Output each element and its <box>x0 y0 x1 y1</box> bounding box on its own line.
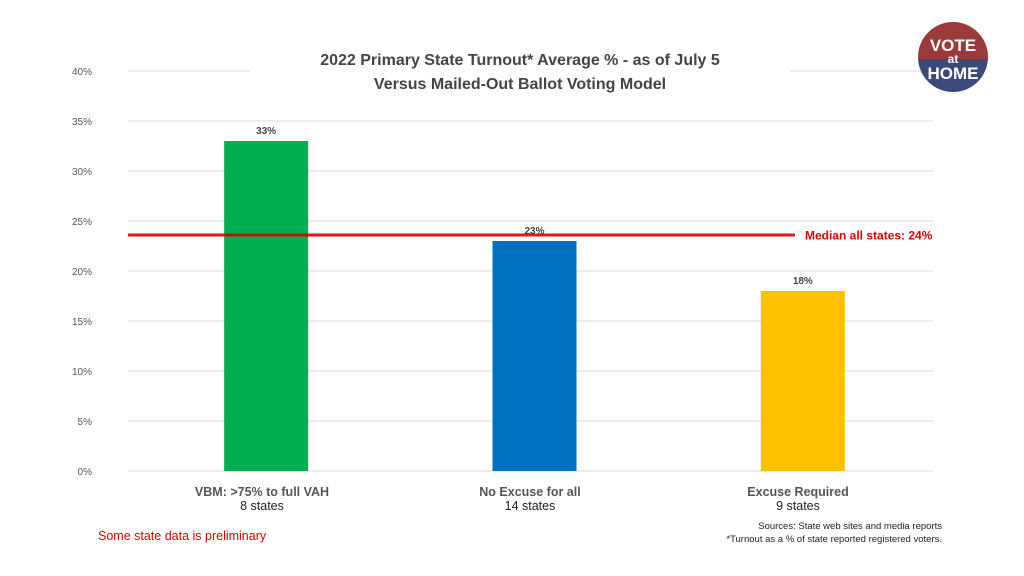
y-tick-label: 20% <box>72 267 92 278</box>
bar <box>224 141 309 471</box>
y-tick-label: 10% <box>72 367 92 378</box>
x-category-2: Excuse Required 9 states <box>698 485 898 513</box>
y-tick-label: 5% <box>78 417 93 428</box>
bar <box>492 241 577 471</box>
median-label: Median all states: 24% <box>805 229 933 243</box>
x-tick-label: No Excuse for all <box>479 485 581 499</box>
preliminary-note: Some state data is preliminary <box>98 529 267 543</box>
y-tick-label: 30% <box>72 167 92 178</box>
x-sublabel: 14 states <box>504 499 556 513</box>
y-tick-label: 25% <box>72 217 92 228</box>
x-sublabel: 8 states <box>240 499 284 513</box>
x-category-1: No Excuse for all 14 states <box>430 485 630 513</box>
svg-text:VOTE: VOTE <box>930 36 976 55</box>
turnout-footnote: *Turnout as a % of state reported regist… <box>726 534 942 545</box>
chart-title: 2022 Primary State Turnout* Average % - … <box>250 50 790 72</box>
bar <box>760 291 845 471</box>
x-category-0: VBM: >75% to full VAH 8 states <box>162 485 362 513</box>
y-tick-label: 40% <box>72 67 92 78</box>
svg-text:HOME: HOME <box>928 64 979 83</box>
data-label: 23% <box>524 226 544 237</box>
x-tick-label: VBM: >75% to full VAH <box>194 485 330 499</box>
vote-at-home-logo: VOTE at HOME <box>918 22 988 92</box>
data-label: 18% <box>793 276 813 287</box>
sources-text: Sources: State web sites and media repor… <box>758 521 942 532</box>
data-label: 33% <box>256 126 276 137</box>
x-tick-label: Excuse Required <box>747 485 849 499</box>
y-tick-label: 15% <box>72 317 92 328</box>
x-sublabel: 9 states <box>776 499 820 513</box>
sources-note: Sources: State web sites and media repor… <box>726 520 942 546</box>
svg-text:at: at <box>948 52 959 66</box>
y-tick-label: 0% <box>78 467 93 478</box>
chart-subtitle: Versus Mailed-Out Ballot Voting Model <box>320 74 720 96</box>
y-tick-label: 35% <box>72 117 92 128</box>
